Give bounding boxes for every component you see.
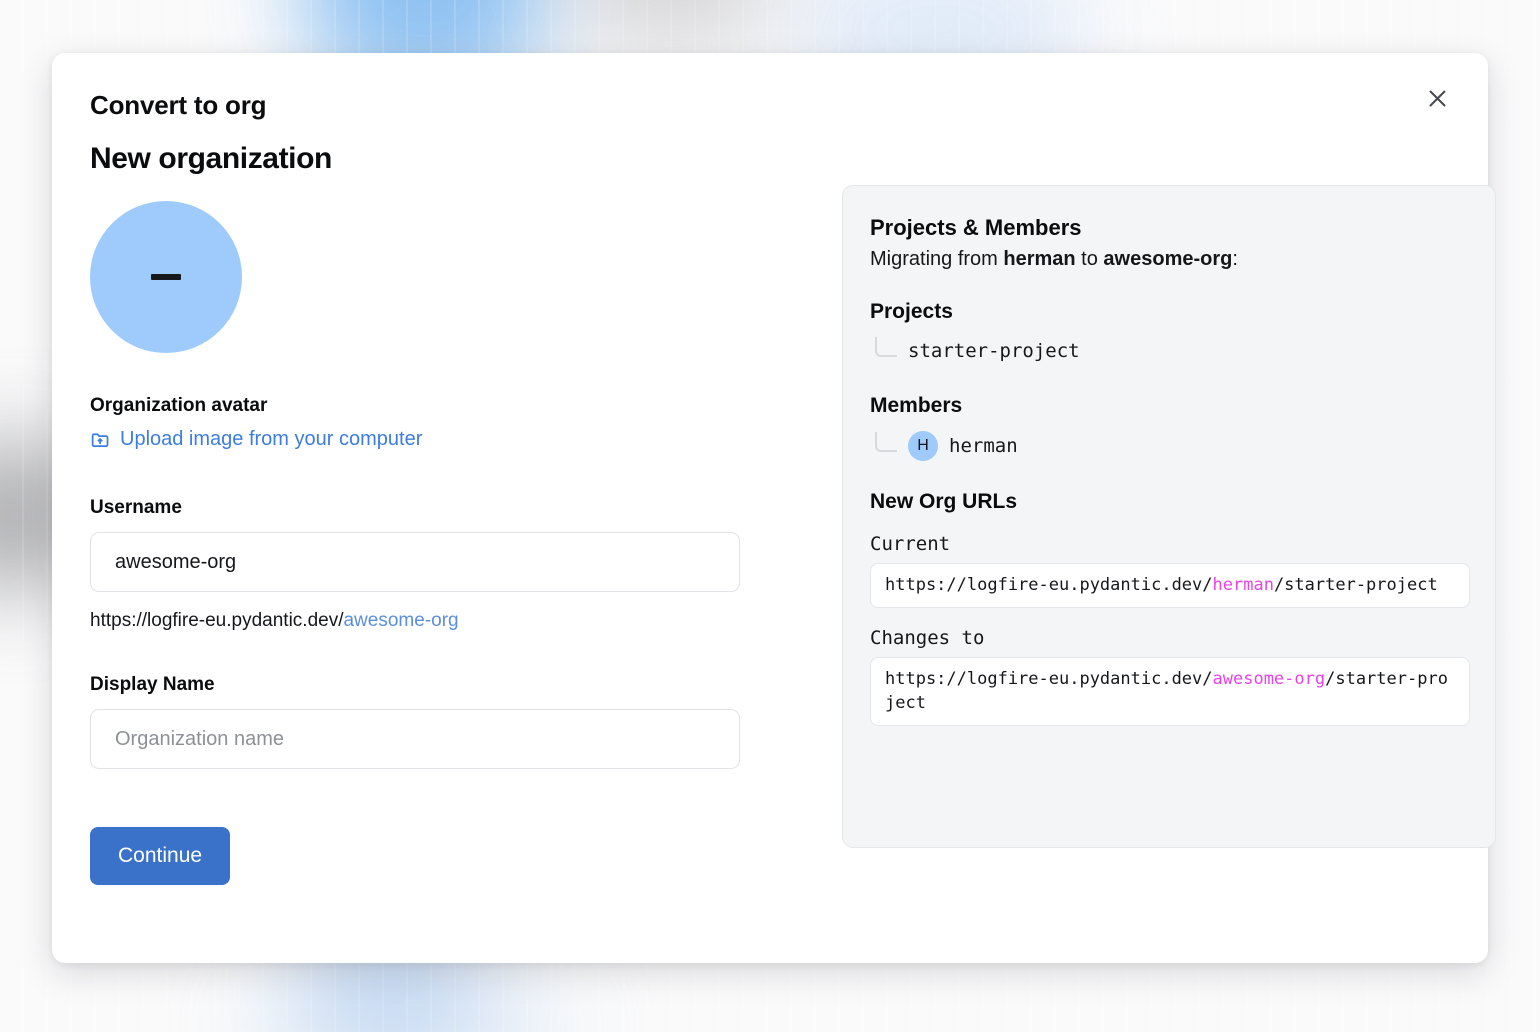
- changes-to-url-caption: Changes to: [870, 626, 985, 649]
- convert-to-org-dialog: Convert to org New organization Organiza…: [52, 53, 1496, 963]
- new-org-urls-heading: New Org URLs: [870, 490, 1018, 513]
- migrating-text-after: :: [1232, 248, 1238, 270]
- changes-to-url-prefix: https://logfire-eu.pydantic.dev/: [885, 668, 1213, 689]
- username-url-prefix: https://logfire-eu.pydantic.dev/: [90, 610, 344, 631]
- current-url-highlight: herman: [1212, 575, 1274, 595]
- section-heading: New organization: [90, 142, 332, 175]
- changes-to-url-highlight: awesome-org: [1212, 668, 1326, 689]
- current-url-caption: Current: [870, 533, 951, 555]
- tree-branch-icon: [875, 432, 897, 452]
- migrating-to-org: awesome-org: [1103, 248, 1233, 270]
- continue-button[interactable]: Continue: [90, 827, 231, 885]
- org-avatar-preview[interactable]: [90, 201, 242, 353]
- display-name-label: Display Name: [90, 674, 215, 695]
- members-heading: Members: [870, 394, 963, 417]
- migrating-text-middle: to: [1075, 248, 1104, 270]
- folder-upload-icon: [90, 429, 111, 450]
- tree-branch-icon: [875, 337, 897, 357]
- list-item: H herman: [870, 431, 1468, 461]
- username-url-preview: https://logfire-eu.pydantic.dev/awesome-…: [90, 610, 790, 632]
- minus-placeholder-icon: [151, 274, 181, 280]
- current-url-code: https://logfire-eu.pydantic.dev/herman/s…: [870, 563, 1470, 608]
- page-title: Convert to org: [90, 90, 267, 120]
- summary-column: Projects & Members Migrating from herman…: [842, 142, 1496, 885]
- projects-heading: Projects: [870, 300, 953, 323]
- member-name: herman: [949, 435, 1018, 457]
- current-url-prefix: https://logfire-eu.pydantic.dev/: [885, 575, 1213, 595]
- username-field-group: Username https://logfire-eu.pydantic.dev…: [90, 497, 790, 632]
- avatar: H: [908, 431, 938, 461]
- project-name: starter-project: [908, 340, 1080, 362]
- username-label: Username: [90, 497, 182, 518]
- migrating-from-org: herman: [1003, 248, 1076, 270]
- upload-image-link[interactable]: Upload image from your computer: [90, 428, 422, 451]
- avatar-label: Organization avatar: [90, 395, 268, 416]
- new-organization-form: New organization Organization avatar Upl…: [90, 142, 790, 885]
- username-url-slug: awesome-org: [343, 610, 459, 631]
- migrating-summary: Migrating from herman to awesome-org:: [870, 248, 1468, 271]
- username-input[interactable]: [90, 532, 740, 592]
- changes-to-url-code: https://logfire-eu.pydantic.dev/awesome-…: [870, 656, 1470, 726]
- close-icon[interactable]: [1420, 81, 1454, 115]
- changes-to-url-suffix: /starter-project: [885, 668, 1448, 714]
- display-name-field-group: Display Name: [90, 674, 790, 769]
- panel-title: Projects & Members: [870, 215, 1082, 240]
- list-item: starter-project: [870, 337, 1468, 365]
- upload-image-label: Upload image from your computer: [120, 428, 423, 450]
- projects-members-panel: Projects & Members Migrating from herman…: [842, 185, 1496, 848]
- migrating-text-before: Migrating from: [870, 248, 1004, 270]
- display-name-input[interactable]: [90, 709, 740, 769]
- current-url-suffix: /starter-project: [1273, 575, 1438, 595]
